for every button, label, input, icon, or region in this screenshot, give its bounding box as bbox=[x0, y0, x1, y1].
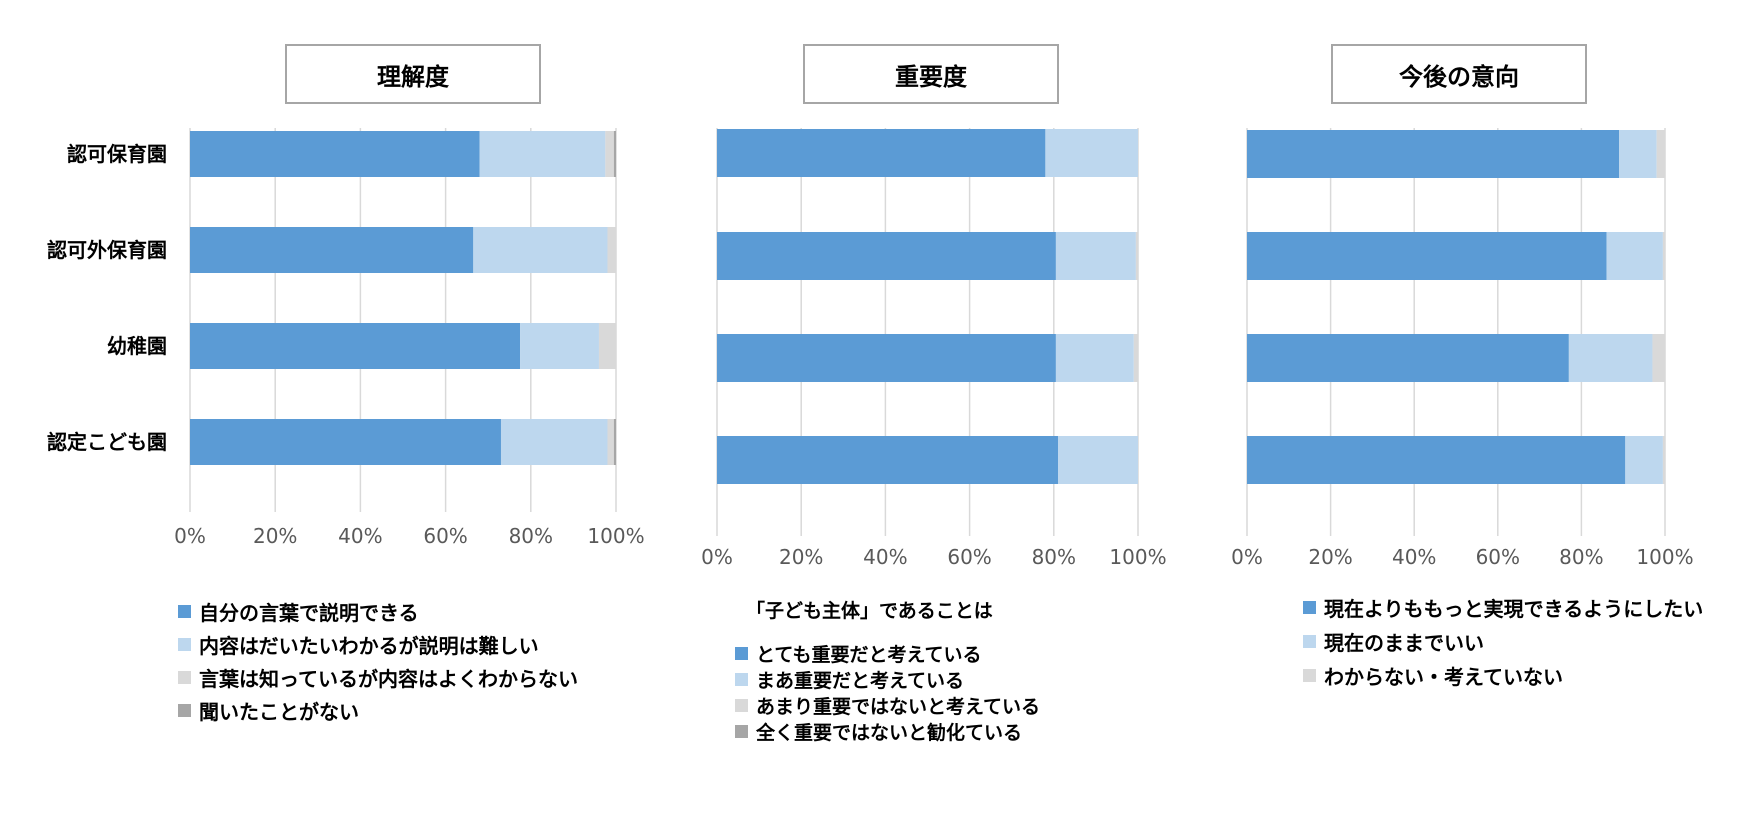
legend-swatch bbox=[1303, 601, 1316, 614]
bar-segment bbox=[1055, 232, 1136, 280]
x-tick-label: 40% bbox=[863, 545, 907, 569]
bar-segment bbox=[607, 419, 614, 465]
bar-segment bbox=[1133, 334, 1138, 382]
x-tick-label: 40% bbox=[338, 524, 382, 548]
legend-label: 全く重要ではないと勧化ている bbox=[756, 722, 1023, 744]
legend-label: 聞いたことがない bbox=[199, 700, 359, 724]
x-tick-label: 60% bbox=[423, 524, 467, 548]
legend-item: 聞いたことがない bbox=[178, 696, 359, 725]
x-tick-label: 40% bbox=[1392, 545, 1436, 569]
legend-label: 内容はだいたいわかるが説明は難しい bbox=[199, 634, 539, 658]
chart-title: 重要度 bbox=[803, 44, 1059, 104]
x-tick-label: 100% bbox=[1109, 545, 1166, 569]
bar-segment bbox=[607, 227, 616, 273]
bar-segment bbox=[1247, 130, 1620, 178]
bar-segment bbox=[613, 419, 616, 465]
bar-segment bbox=[717, 436, 1059, 484]
legend-item: とても重要だと考えている bbox=[735, 640, 982, 667]
bar-segment bbox=[1625, 436, 1663, 484]
bar-segment bbox=[1662, 232, 1665, 280]
legend-item: 言葉は知っているが内容はよくわからない bbox=[178, 663, 578, 692]
legend-label: わからない・考えていない bbox=[1324, 665, 1563, 689]
legend-swatch bbox=[178, 704, 191, 717]
x-tick-label: 100% bbox=[1636, 545, 1693, 569]
bar-segment bbox=[1619, 130, 1657, 178]
legend-label: 自分の言葉で説明できる bbox=[199, 601, 419, 625]
bar-segment bbox=[717, 232, 1056, 280]
legend-item: 現在よりももっと実現できるようにしたい bbox=[1303, 593, 1703, 622]
bar-segment bbox=[613, 131, 616, 177]
bar-segment bbox=[520, 323, 599, 369]
x-tick-label: 80% bbox=[509, 524, 553, 548]
legend-item: まあ重要だと考えている bbox=[735, 666, 964, 693]
legend-label: あまり重要ではないと考えている bbox=[756, 696, 1041, 718]
bar-segment bbox=[1055, 334, 1134, 382]
bar-segment bbox=[479, 131, 606, 177]
bar-segment bbox=[598, 323, 616, 369]
bar-segment bbox=[1652, 334, 1665, 382]
legend-item: 内容はだいたいわかるが説明は難しい bbox=[178, 630, 539, 659]
legend-item: あまり重要ではないと考えている bbox=[735, 692, 1040, 719]
bar-segment bbox=[1568, 334, 1653, 382]
legend-swatch bbox=[735, 673, 748, 686]
legend-label: 現在よりももっと実現できるようにしたい bbox=[1324, 597, 1704, 621]
legend-swatch bbox=[735, 647, 748, 660]
x-tick-label: 0% bbox=[174, 524, 206, 548]
x-tick-label: 20% bbox=[1308, 545, 1352, 569]
legend-label: とても重要だと考えている bbox=[756, 644, 982, 666]
bar-segment bbox=[1058, 436, 1138, 484]
legend-item: わからない・考えていない bbox=[1303, 661, 1563, 690]
bar-segment bbox=[1662, 436, 1665, 484]
x-tick-label: 20% bbox=[253, 524, 297, 548]
category-label: 認可保育園 bbox=[67, 142, 167, 166]
legend-swatch bbox=[178, 638, 191, 651]
x-tick-label: 20% bbox=[779, 545, 823, 569]
legend-swatch bbox=[1303, 635, 1316, 648]
legend-swatch bbox=[1303, 669, 1316, 682]
bar-segment bbox=[190, 323, 521, 369]
chart-panel-3: 0% 20% 40% 60% 80% 100% bbox=[1231, 128, 1694, 569]
legend-swatch bbox=[735, 699, 748, 712]
x-tick-label: 100% bbox=[587, 524, 644, 548]
x-tick-label: 80% bbox=[1032, 545, 1076, 569]
bar-segment bbox=[190, 131, 480, 177]
bar-segment bbox=[473, 227, 608, 273]
bar-segment bbox=[1247, 334, 1569, 382]
bar-segment bbox=[190, 419, 501, 465]
chart-panel-2: 0% 20% 40% 60% 80% 100% bbox=[701, 128, 1167, 569]
legend-swatch bbox=[735, 725, 748, 738]
legend-label: まあ重要だと考えている bbox=[756, 670, 965, 692]
legend-item: 全く重要ではないと勧化ている bbox=[735, 718, 1022, 745]
legend-item: 自分の言葉で説明できる bbox=[178, 597, 419, 626]
bar-segment bbox=[190, 227, 474, 273]
bar-segment bbox=[500, 419, 608, 465]
bar-segment bbox=[1656, 130, 1665, 178]
legend-label: 現在のままでいい bbox=[1324, 631, 1484, 655]
bar-segment bbox=[1247, 232, 1607, 280]
category-label: 認定こども園 bbox=[47, 430, 167, 454]
legend-heading: 「子ども主体」であることは bbox=[746, 600, 993, 622]
bar-segment bbox=[1606, 232, 1663, 280]
chart-title: 理解度 bbox=[285, 44, 541, 104]
x-tick-label: 60% bbox=[947, 545, 991, 569]
x-tick-label: 80% bbox=[1559, 545, 1603, 569]
bar-segment bbox=[717, 129, 1046, 177]
x-tick-label: 0% bbox=[1231, 545, 1263, 569]
bar-segment bbox=[1045, 129, 1138, 177]
legend-swatch bbox=[178, 671, 191, 684]
legend-item: 現在のままでいい bbox=[1303, 627, 1484, 656]
bar-segment bbox=[1247, 436, 1626, 484]
bar-segment bbox=[717, 334, 1056, 382]
category-label: 幼稚園 bbox=[107, 334, 167, 358]
category-label: 認可外保育園 bbox=[47, 238, 167, 262]
chart-title: 今後の意向 bbox=[1331, 44, 1587, 104]
legend-swatch bbox=[178, 605, 191, 618]
x-tick-label: 60% bbox=[1476, 545, 1520, 569]
bar-segment bbox=[1135, 232, 1138, 280]
x-tick-label: 0% bbox=[701, 545, 733, 569]
legend-label: 言葉は知っているが内容はよくわからない bbox=[199, 667, 578, 691]
bar-segment bbox=[605, 131, 614, 177]
